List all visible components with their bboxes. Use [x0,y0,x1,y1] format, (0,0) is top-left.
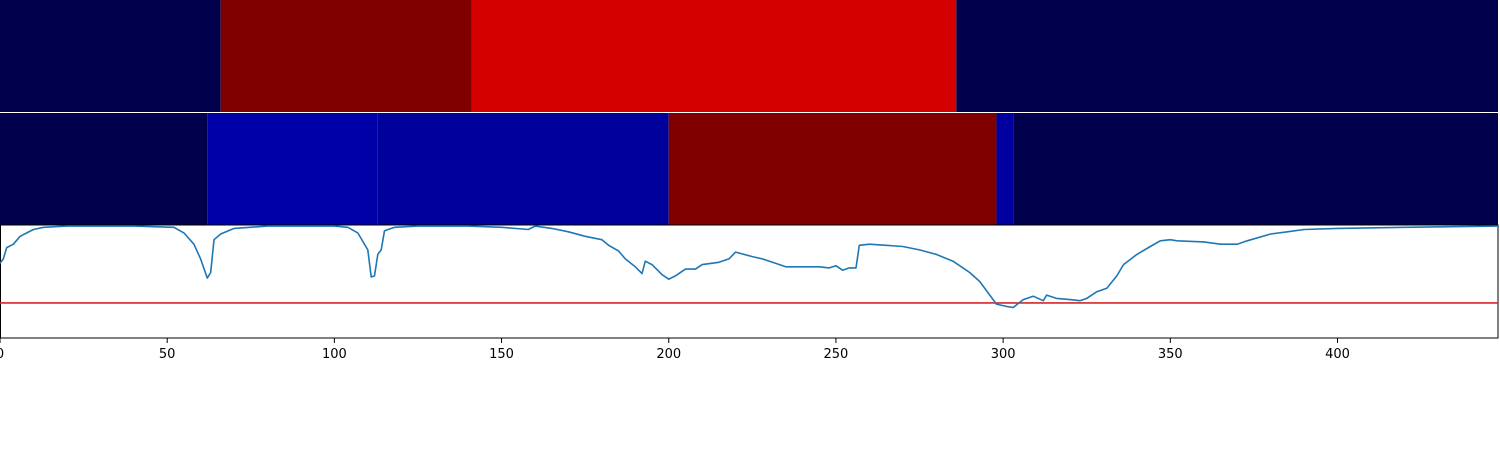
series-line [0,225,1499,309]
heatmap-1-segment-2 [220,0,472,112]
heatmap-2-segment-5 [996,113,1014,225]
x-tick-label-0: 0 [0,347,4,362]
x-axis: 0 50 100 150 200 250 300 350 400 [0,338,1350,362]
heatmap-track-2 [0,113,1498,225]
x-tick-label-250: 250 [824,347,849,362]
x-tick-label-400: 400 [1325,347,1350,362]
x-tick-label-150: 150 [489,347,514,362]
x-tick-label-100: 100 [322,347,347,362]
heatmap-track-1 [0,0,1498,112]
x-tick-label-350: 350 [1158,347,1183,362]
x-tick-label-300: 300 [991,347,1016,362]
heatmap-2-segment-1 [0,113,208,225]
heatmap-2-segment-3 [377,113,669,225]
heatmap-2-segment-2 [207,113,378,225]
heatmap-2-segment-4 [668,113,997,225]
heatmap-2-segment-6 [1013,113,1498,225]
line-panel [0,224,1499,339]
heatmap-1-segment-1 [0,0,221,112]
heatmap-1-segment-3 [471,0,957,112]
x-tick-label-200: 200 [656,347,681,362]
line-panel-frame [0,224,1499,339]
x-tick-label-50: 50 [159,347,176,362]
heatmap-1-segment-4 [956,0,1498,112]
